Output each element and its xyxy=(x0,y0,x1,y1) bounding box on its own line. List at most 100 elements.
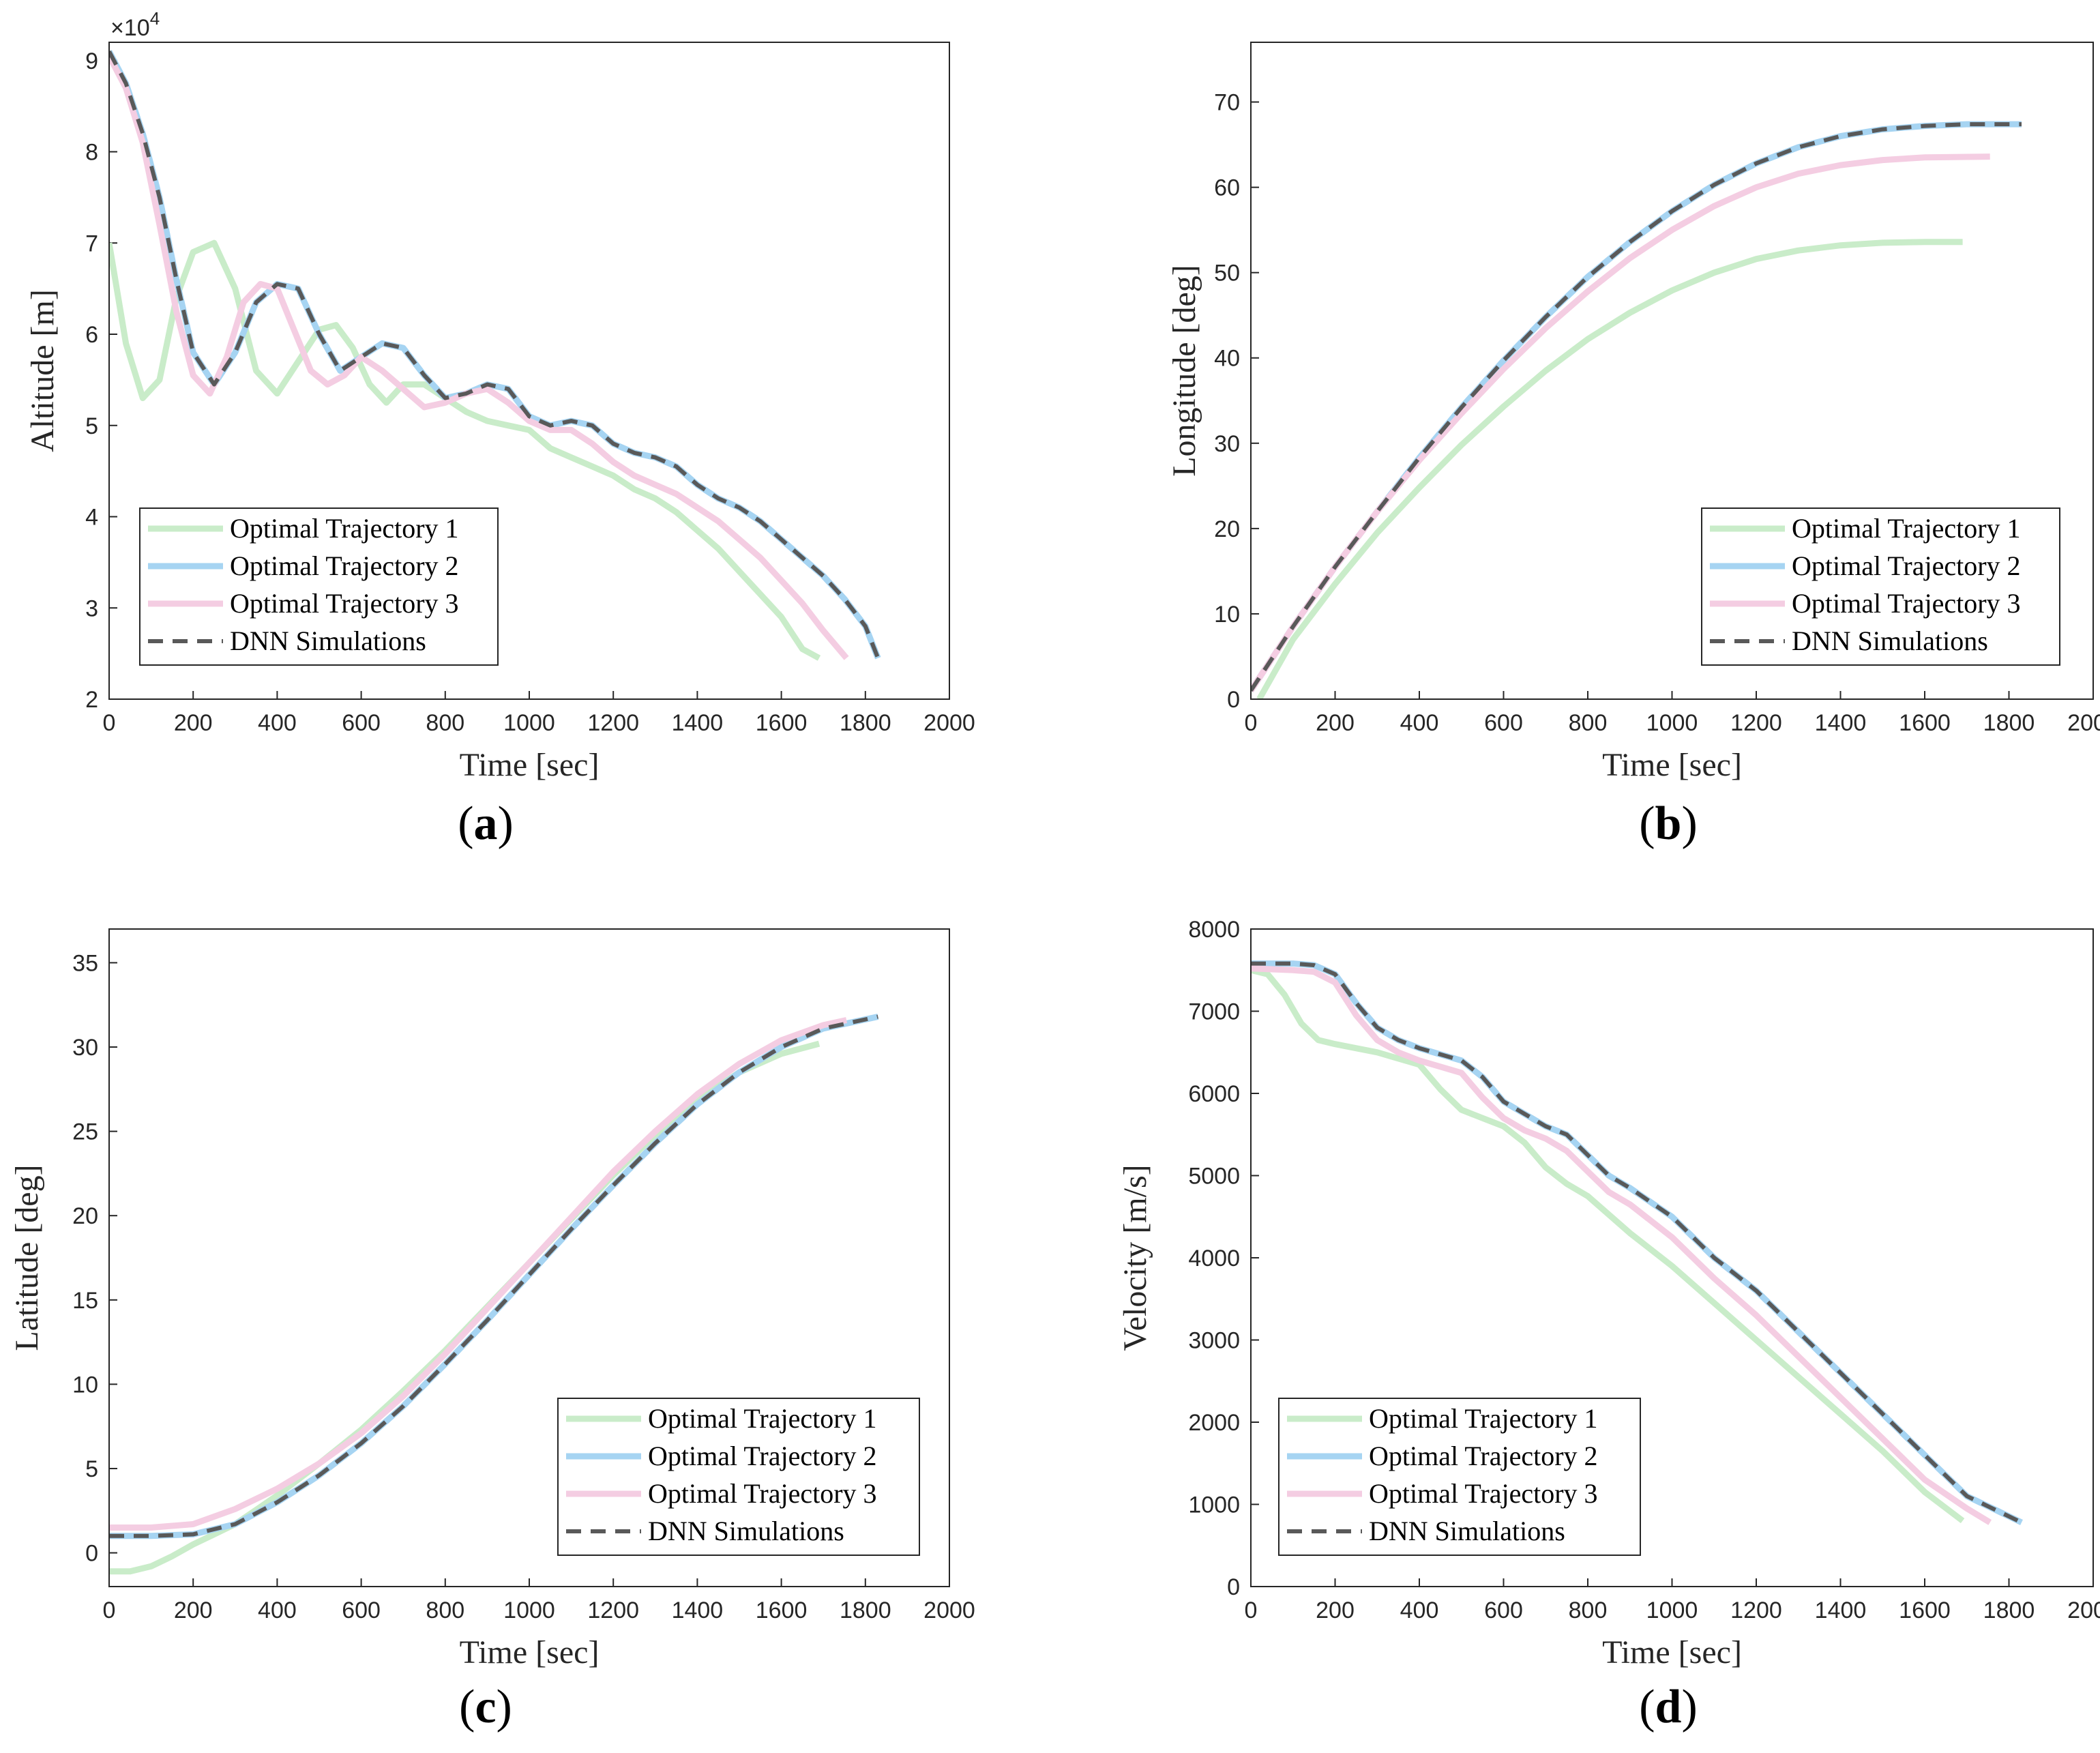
x-tick-label: 800 xyxy=(1569,1597,1608,1623)
x-tick-label: 2000 xyxy=(923,710,975,736)
y-exponent-power: 4 xyxy=(150,8,160,29)
x-tick-label: 1200 xyxy=(1730,710,1782,736)
panel-caption-letter: c xyxy=(475,1681,496,1733)
x-tick-label: 1200 xyxy=(587,1597,639,1623)
legend-label: DNN Simulations xyxy=(648,1516,844,1546)
series-line-optimal-trajectory-3 xyxy=(1251,965,1992,1525)
series-line-optimal-trajectory-1 xyxy=(1256,239,1963,699)
chart-panel-a: 0 200 400 600 800 1000 1200 1400 1600 1800 2000 2 3 4… xyxy=(25,8,975,850)
y-tick-label: 4000 xyxy=(1188,1246,1240,1271)
y-tick-label: 10 xyxy=(1214,602,1240,628)
y-tick-label: 6 xyxy=(85,322,98,348)
y-tick-label: 1000 xyxy=(1188,1492,1240,1518)
series-line-dnn-simulations xyxy=(1251,961,2023,1524)
x-axis-label: Time [sec] xyxy=(460,747,600,783)
y-tick-label: 9 xyxy=(85,48,98,74)
y-tick-label: 8 xyxy=(85,140,98,166)
legend-label: Optimal Trajectory 1 xyxy=(1792,513,2021,544)
panel-caption-letter: b xyxy=(1655,797,1682,850)
legend-label: DNN Simulations xyxy=(230,625,426,656)
y-tick-label: 0 xyxy=(1227,687,1240,713)
chart-panel-d: 0 200 400 600 800 1000 1200 1400 1600 1800 2000 0 10… xyxy=(1117,917,2100,1733)
chart-panel-b: 0 200 400 600 800 1000 1200 1400 1600 1800 2000 0 10… xyxy=(1166,42,2100,850)
panel-caption: (a) xyxy=(458,797,514,850)
x-tick-label: 1600 xyxy=(756,1597,808,1623)
x-tick-label: 1800 xyxy=(840,710,891,736)
axes-frame xyxy=(1250,42,2094,700)
y-tick-label: 20 xyxy=(72,1203,98,1229)
y-tick-label: 2 xyxy=(85,687,98,713)
x-tick-label: 200 xyxy=(174,1597,213,1623)
legend-label: Optimal Trajectory 2 xyxy=(1792,550,2021,581)
x-tick-label: 400 xyxy=(258,1597,297,1623)
y-tick-label: 6000 xyxy=(1188,1081,1240,1107)
axes-frame xyxy=(108,928,950,1587)
x-tick-label: 1600 xyxy=(756,710,808,736)
x-tick-label: 1400 xyxy=(672,710,724,736)
x-tick-label: 200 xyxy=(1316,1597,1355,1623)
x-tick-label: 600 xyxy=(1484,710,1523,736)
legend-label: Optimal Trajectory 3 xyxy=(230,588,459,619)
y-tick-label: 15 xyxy=(72,1288,98,1314)
y-tick-label: 10 xyxy=(72,1372,98,1398)
x-tick-label: 1000 xyxy=(503,1597,555,1623)
y-tick-label: 5 xyxy=(85,1456,98,1482)
y-tick-label: 3 xyxy=(85,595,98,621)
x-axis-label: Time [sec] xyxy=(1602,747,1742,783)
y-tick-label: 0 xyxy=(85,1541,98,1567)
series-line-dnn-simulations xyxy=(109,50,881,659)
x-tick-label: 0 xyxy=(103,1597,116,1623)
y-tick-label: 30 xyxy=(72,1035,98,1061)
x-tick-label: 800 xyxy=(1569,710,1608,736)
series-line-optimal-trajectory-1 xyxy=(1251,967,1965,1524)
y-tick-label: 5 xyxy=(85,413,98,439)
legend-box xyxy=(1278,1398,1641,1556)
x-tick-label: 400 xyxy=(258,710,297,736)
y-tick-label: 3000 xyxy=(1188,1328,1240,1354)
y-tick-label: 8000 xyxy=(1188,917,1240,943)
x-tick-label: 800 xyxy=(426,710,464,736)
x-tick-label: 1000 xyxy=(1646,1597,1698,1623)
legend-label: Optimal Trajectory 1 xyxy=(648,1403,877,1434)
legend-label: Optimal Trajectory 3 xyxy=(648,1478,877,1509)
y-tick-label: 7000 xyxy=(1188,999,1240,1025)
chart-panel-c: 0 200 400 600 800 1000 1200 1400 1600 1800 2000 0 5 1… xyxy=(9,928,975,1733)
panel-caption-letter: d xyxy=(1655,1681,1682,1733)
legend-box xyxy=(1701,507,2060,666)
y-tick-label: 50 xyxy=(1214,261,1240,286)
series-line-optimal-trajectory-1 xyxy=(109,1040,820,1575)
x-tick-label: 0 xyxy=(1245,710,1258,736)
x-tick-label: 1800 xyxy=(840,1597,891,1623)
y-axis-label: Velocity [m/s] xyxy=(1117,1164,1153,1351)
panel-caption: (c) xyxy=(459,1681,512,1733)
legend: Optimal Trajectory 1 Optimal Trajectory 2… xyxy=(1278,1398,1641,1556)
y-tick-label: 70 xyxy=(1214,90,1240,116)
y-axis-label: Longitude [deg] xyxy=(1166,265,1202,477)
x-tick-label: 600 xyxy=(1484,1597,1523,1623)
x-tick-label: 1600 xyxy=(1899,710,1951,736)
y-tick-label: 25 xyxy=(72,1119,98,1145)
x-tick-label: 1800 xyxy=(1983,710,2035,736)
x-tick-label: 600 xyxy=(342,710,381,736)
x-tick-label: 800 xyxy=(426,1597,464,1623)
x-tick-label: 200 xyxy=(174,710,213,736)
legend: Optimal Trajectory 1 Optimal Trajectory 2… xyxy=(139,507,499,666)
y-tick-label: 5000 xyxy=(1188,1164,1240,1190)
series-line-dnn-simulations xyxy=(109,1014,878,1538)
legend-box xyxy=(557,1398,920,1556)
x-tick-label: 200 xyxy=(1316,710,1355,736)
x-tick-label: 1200 xyxy=(587,710,639,736)
legend-label: Optimal Trajectory 1 xyxy=(1369,1403,1598,1434)
legend-label: Optimal Trajectory 3 xyxy=(1792,588,2021,619)
x-tick-label: 400 xyxy=(1400,710,1439,736)
legend-label: Optimal Trajectory 3 xyxy=(1369,1478,1598,1509)
x-axis-label: Time [sec] xyxy=(1602,1634,1742,1670)
y-tick-label: 4 xyxy=(85,505,98,531)
x-tick-label: 2000 xyxy=(2067,710,2100,736)
panel-caption-letter: a xyxy=(474,797,498,850)
y-tick-label: 60 xyxy=(1214,175,1240,201)
x-tick-label: 1000 xyxy=(503,710,555,736)
legend-label: Optimal Trajectory 2 xyxy=(648,1441,877,1471)
x-tick-label: 1000 xyxy=(1646,710,1698,736)
x-tick-label: 1600 xyxy=(1899,1597,1951,1623)
